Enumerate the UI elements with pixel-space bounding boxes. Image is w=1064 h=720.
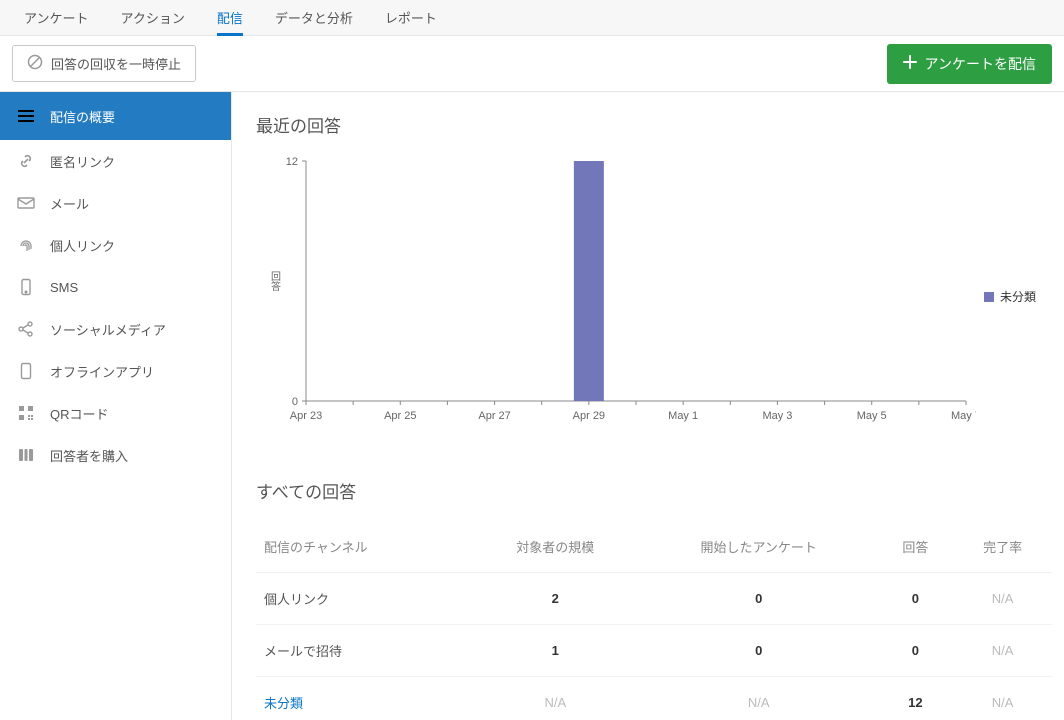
action-bar: 回答の回収を一時停止 アンケートを配信 [0, 36, 1064, 92]
qr-icon [16, 403, 36, 423]
svg-text:May 5: May 5 [857, 410, 887, 422]
sidebar-item-6[interactable]: オフラインアプリ [0, 350, 231, 392]
recent-responses-chart-row: 12 0 回答 Apr 23 Apr 25 Apr 27 Apr 29 May 1 May 3 M… [256, 155, 1052, 438]
sidebar-item-3[interactable]: 個人リンク [0, 224, 231, 266]
sidebar-item-8[interactable]: 回答者を購入 [0, 434, 231, 476]
sidebar-item-label: メール [50, 194, 89, 213]
top-tab-3[interactable]: データと分析 [259, 0, 369, 36]
top-tab-4[interactable]: レポート [369, 0, 453, 36]
pause-responses-label: 回答の回収を一時停止 [51, 54, 181, 73]
sidebar-item-label: 配信の概要 [50, 107, 115, 126]
table-cell: N/A [471, 677, 640, 720]
table-row: 個人リンク200N/A [256, 573, 1052, 625]
recent-responses-title: 最近の回答 [256, 112, 1052, 137]
sidebar-item-4[interactable]: SMS [0, 266, 231, 308]
all-responses-table: 配信のチャンネル対象者の規模開始したアンケート回答完了率 個人リンク200N/A… [256, 521, 1052, 720]
content: 最近の回答 120回答Apr 23Apr 25Apr 27Apr 29May 1… [232, 92, 1064, 720]
table-cell: 0 [878, 625, 953, 677]
table-cell: メールで招待 [256, 625, 471, 677]
sidebar-item-label: QRコード [50, 404, 109, 423]
table-header-4: 完了率 [953, 521, 1052, 573]
table-cell: 0 [640, 573, 878, 625]
distribute-survey-button[interactable]: アンケートを配信 [887, 44, 1052, 84]
sidebar-item-2[interactable]: メール [0, 182, 231, 224]
sidebar-item-1[interactable]: 匿名リンク [0, 140, 231, 182]
sidebar-item-label: SMS [50, 280, 78, 295]
recent-responses-chart: 12 0 回答 Apr 23 Apr 25 Apr 27 Apr 29 May 1 May 3 M… [256, 155, 976, 438]
sidebar-item-label: 匿名リンク [50, 152, 115, 171]
top-tab-label: データと分析 [275, 8, 353, 27]
sidebar: 配信の概要匿名リンクメール個人リンク SMS ソーシャルメディアオフラインアプリ QR… [0, 92, 232, 720]
top-tab-1[interactable]: アクション [104, 0, 200, 36]
table-cell: N/A [640, 677, 878, 720]
svg-text:May 1: May 1 [668, 410, 698, 422]
table-cell: 個人リンク [256, 573, 471, 625]
table-cell-link[interactable]: 未分類 [256, 677, 471, 720]
top-tab-0[interactable]: アンケート [8, 0, 104, 36]
svg-text:回答: 回答 [269, 271, 281, 292]
sidebar-item-label: オフラインアプリ [50, 362, 154, 381]
table-cell: N/A [953, 573, 1052, 625]
plus-icon [903, 55, 917, 72]
table-header-3: 回答 [878, 521, 953, 573]
top-tab-label: 配信 [217, 8, 243, 27]
table-cell: N/A [953, 677, 1052, 720]
table-cell: 0 [640, 625, 878, 677]
svg-text:Apr 25: Apr 25 [384, 410, 416, 422]
table-cell: 0 [878, 573, 953, 625]
share-icon [16, 319, 36, 339]
table-header-2: 開始したアンケート [640, 521, 878, 573]
table-cell: 1 [471, 625, 640, 677]
distribute-survey-label: アンケートを配信 [925, 54, 1036, 74]
svg-text:May 7: May 7 [951, 410, 976, 422]
sidebar-item-label: 回答者を購入 [50, 446, 128, 465]
svg-text:Apr 29: Apr 29 [573, 410, 605, 422]
top-tab-label: アンケート [24, 8, 88, 27]
svg-text:Apr 27: Apr 27 [478, 410, 510, 422]
table-row: 未分類N/AN/A12N/A [256, 677, 1052, 720]
table-header-1: 対象者の規模 [471, 521, 640, 573]
sidebar-item-0[interactable]: 配信の概要 [0, 92, 231, 140]
all-responses-title: すべての回答 [256, 478, 1052, 503]
legend-label: 未分類 [1000, 288, 1036, 305]
main: 配信の概要匿名リンクメール個人リンク SMS ソーシャルメディアオフラインアプリ QR… [0, 92, 1064, 720]
legend-swatch [984, 292, 994, 302]
table-cell: 2 [471, 573, 640, 625]
table-cell: N/A [953, 625, 1052, 677]
top-tab-label: アクション [120, 8, 184, 27]
top-tab-2[interactable]: 配信 [201, 0, 259, 36]
table-cell: 12 [878, 677, 953, 720]
chart-legend: 未分類 [984, 155, 1052, 438]
prohibit-icon [27, 54, 43, 73]
sidebar-item-label: ソーシャルメディア [50, 320, 166, 339]
link-icon [16, 151, 36, 171]
sidebar-item-7[interactable]: QRコード [0, 392, 231, 434]
table-header-0: 配信のチャンネル [256, 521, 471, 573]
top-tab-label: レポート [385, 8, 437, 27]
list-icon [16, 106, 36, 126]
svg-text:Apr 23: Apr 23 [290, 410, 322, 422]
svg-text:0: 0 [292, 396, 298, 408]
panel-icon [16, 445, 36, 465]
sidebar-item-5[interactable]: ソーシャルメディア [0, 308, 231, 350]
top-tabs: アンケート アクション 配信 データと分析 レポート [0, 0, 1064, 36]
sidebar-item-label: 個人リンク [50, 236, 115, 255]
device-icon [16, 361, 36, 381]
svg-text:May 3: May 3 [762, 410, 792, 422]
table-row: メールで招待100N/A [256, 625, 1052, 677]
fingerprint-icon [16, 235, 36, 255]
svg-text:12: 12 [286, 156, 298, 168]
phone-icon [16, 277, 36, 297]
mail-icon [16, 193, 36, 213]
pause-responses-button[interactable]: 回答の回収を一時停止 [12, 45, 196, 82]
